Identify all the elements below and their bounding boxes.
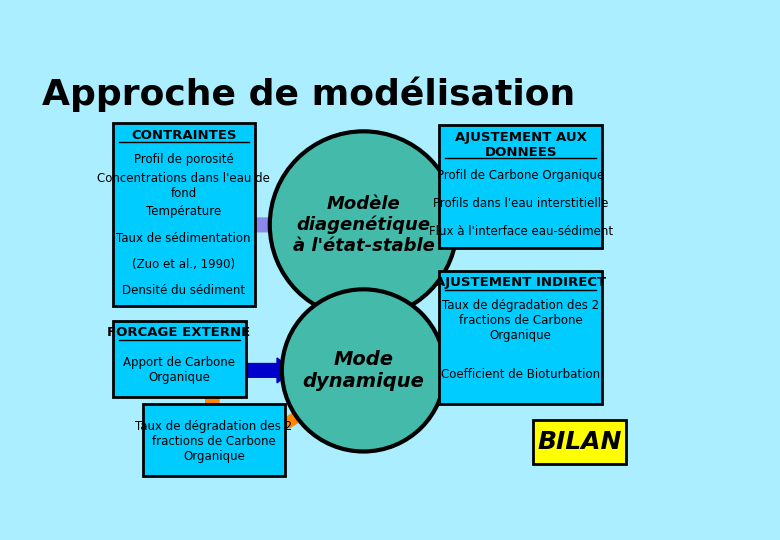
Text: Profil de Carbone Organique: Profil de Carbone Organique bbox=[437, 169, 604, 182]
Text: Apport de Carbone
Organique: Apport de Carbone Organique bbox=[123, 355, 235, 383]
Text: CONTRAINTES: CONTRAINTES bbox=[131, 129, 236, 142]
Ellipse shape bbox=[282, 289, 445, 451]
FancyBboxPatch shape bbox=[112, 321, 246, 397]
FancyBboxPatch shape bbox=[439, 271, 602, 404]
FancyArrow shape bbox=[199, 399, 226, 421]
FancyArrow shape bbox=[447, 354, 529, 387]
FancyArrow shape bbox=[256, 212, 301, 238]
Text: FORCAGE EXTERNE: FORCAGE EXTERNE bbox=[108, 326, 250, 339]
Text: Flux à l'interface eau-sédiment: Flux à l'interface eau-sédiment bbox=[428, 225, 613, 238]
FancyBboxPatch shape bbox=[533, 420, 626, 464]
Text: Profils dans l'eau interstitielle: Profils dans l'eau interstitielle bbox=[433, 197, 608, 210]
FancyArrow shape bbox=[346, 319, 381, 346]
Text: Concentrations dans l'eau de
fond: Concentrations dans l'eau de fond bbox=[98, 172, 270, 200]
FancyBboxPatch shape bbox=[112, 123, 254, 306]
Text: BILAN: BILAN bbox=[537, 430, 622, 454]
Text: Coefficient de Bioturbation: Coefficient de Bioturbation bbox=[441, 368, 601, 381]
Text: Profil de porosité: Profil de porosité bbox=[133, 153, 233, 166]
Text: Taux de sédimentation: Taux de sédimentation bbox=[116, 232, 251, 245]
Text: Mode
dynamique: Mode dynamique bbox=[303, 350, 424, 391]
FancyArrow shape bbox=[280, 401, 321, 428]
Text: Modèle
diagenétique
à l'état-stable: Modèle diagenétique à l'état-stable bbox=[292, 195, 434, 255]
Text: (Zuo et al., 1990): (Zuo et al., 1990) bbox=[132, 258, 236, 271]
FancyArrow shape bbox=[247, 358, 292, 383]
Text: Taux de dégradation des 2
fractions de Carbone
Organique: Taux de dégradation des 2 fractions de C… bbox=[135, 420, 292, 463]
Text: AJUSTEMENT INDIRECT: AJUSTEMENT INDIRECT bbox=[435, 276, 606, 289]
Ellipse shape bbox=[270, 131, 457, 319]
FancyBboxPatch shape bbox=[439, 125, 602, 248]
FancyBboxPatch shape bbox=[143, 404, 285, 476]
Text: AJUSTEMENT AUX
DONNEES: AJUSTEMENT AUX DONNEES bbox=[455, 131, 587, 159]
Text: Densité du sédiment: Densité du sédiment bbox=[122, 284, 245, 297]
Text: Approche de modélisation: Approche de modélisation bbox=[42, 76, 576, 112]
Text: Taux de dégradation des 2
fractions de Carbone
Organique: Taux de dégradation des 2 fractions de C… bbox=[442, 299, 599, 342]
Text: Température: Température bbox=[146, 205, 222, 219]
